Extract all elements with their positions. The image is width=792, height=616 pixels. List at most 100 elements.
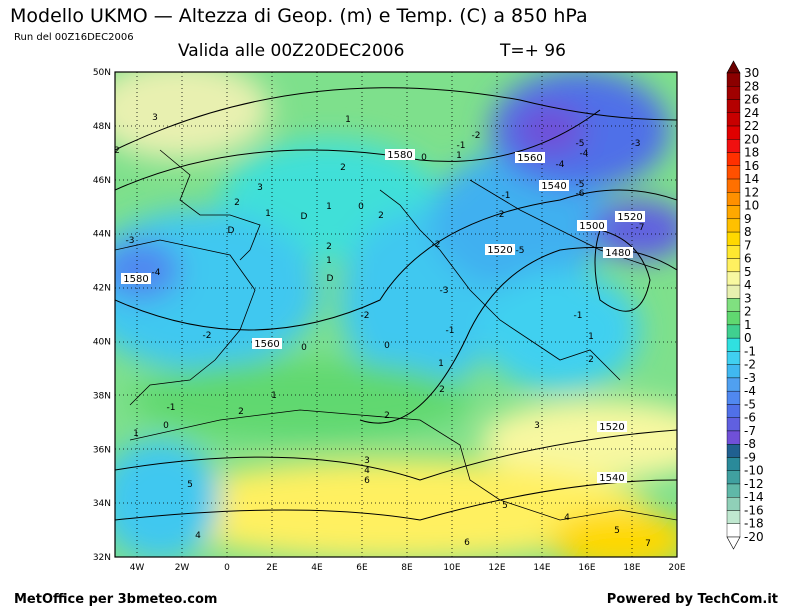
map-frame — [114, 71, 678, 558]
temp-label: 1 — [345, 115, 351, 125]
colorbar-swatch — [726, 311, 741, 326]
colorbar-swatch — [726, 457, 741, 471]
lon-label: 6E — [356, 563, 368, 573]
temp-label: -2 — [203, 331, 212, 341]
lon-label: 10E — [443, 563, 460, 573]
temp-label: 4 — [364, 466, 370, 476]
colorbar-swatch — [726, 404, 741, 418]
temp-label: 6 — [364, 476, 370, 486]
temp-label: 1 — [265, 209, 271, 219]
height-label-box — [577, 220, 607, 231]
colorbar-label: 22 — [744, 119, 759, 133]
temp-label: -3 — [440, 286, 449, 296]
colorbar-swatch — [726, 430, 741, 445]
colorbar-label: 2 — [744, 305, 752, 319]
colorbar-swatch — [726, 86, 741, 100]
colorbar-label: 9 — [744, 212, 752, 226]
colorbar-label: 8 — [744, 225, 752, 239]
colorbar-label: 16 — [744, 159, 759, 173]
colorbar-swatch — [726, 139, 741, 153]
temp-label: 2 — [326, 242, 332, 252]
lon-label: 0 — [224, 563, 230, 573]
lon-label: 4W — [130, 563, 145, 573]
temp-label: 1 — [326, 256, 332, 266]
temp-label: -1 — [457, 141, 466, 151]
footer-left: MetOffice per 3bmeteo.com — [14, 592, 217, 607]
low-label: D — [228, 226, 235, 236]
map-field — [115, 72, 677, 557]
temp-label: 0 — [384, 341, 390, 351]
colorbar-swatch — [726, 205, 741, 220]
temp-label: 2 — [340, 163, 346, 173]
temp-label: -5 — [516, 246, 525, 256]
colorbar-swatch — [726, 377, 741, 392]
temp-label: -1 — [167, 403, 176, 413]
colorbar-swatch — [726, 351, 741, 365]
temp-label: 2 — [439, 385, 445, 395]
colorbar-swatch — [726, 231, 741, 246]
colorbar-swatch — [726, 178, 741, 193]
lon-label: 2W — [175, 563, 190, 573]
temp-label: 4 — [564, 513, 570, 523]
colorbar-swatch — [726, 165, 741, 180]
colorbar-swatch — [726, 483, 741, 498]
colorbar-swatch — [726, 218, 741, 233]
colorbar-label: 10 — [744, 199, 759, 213]
temp-label: 0 — [358, 202, 364, 212]
lat-label: 40N — [93, 338, 111, 348]
lat-label: 44N — [93, 230, 111, 240]
colorbar-cap — [726, 60, 741, 74]
colorbar-swatch — [726, 192, 741, 206]
colorbar-label: -7 — [744, 424, 756, 438]
height-label-box — [252, 338, 282, 349]
colorbar-label: 28 — [744, 79, 759, 93]
temp-label: 3 — [534, 421, 540, 431]
temp-label: 2 — [378, 211, 384, 221]
colorbar-swatch — [726, 258, 741, 273]
height-label: 1540 — [541, 181, 566, 192]
lat-label: 46N — [93, 176, 111, 186]
temp-label: 3 — [152, 113, 158, 123]
temp-label: -4 — [152, 268, 161, 278]
temp-label: -1 — [446, 326, 455, 336]
colorbar-swatch — [726, 245, 741, 259]
lat-label: 36N — [93, 445, 111, 455]
temp-label: 2 — [114, 146, 120, 156]
temp-label: -3 — [632, 139, 641, 149]
colorbar-label: -10 — [744, 464, 764, 478]
colorbar-label: 1 — [744, 318, 752, 332]
colorbar-swatch — [726, 510, 741, 524]
height-label: 1520 — [617, 212, 642, 223]
temp-label: -3 — [126, 236, 135, 246]
height-label-box — [615, 211, 645, 222]
temp-label: 1 — [588, 332, 594, 342]
temp-label: 5 — [187, 480, 193, 490]
lat-label: 42N — [93, 284, 111, 294]
height-label: 1500 — [579, 221, 604, 232]
lon-label: 14E — [533, 563, 550, 573]
low-label: D — [301, 212, 308, 222]
run-label: Run del 00Z16DEC2006 — [14, 32, 134, 43]
colorbar-swatch — [726, 390, 741, 405]
colorbar-swatch — [726, 470, 741, 485]
lat-label: 34N — [93, 499, 111, 509]
height-label: 1520 — [487, 245, 512, 256]
temp-label: 7 — [645, 539, 651, 549]
lon-label: 12E — [488, 563, 505, 573]
temp-label: 5 — [502, 501, 508, 511]
colorbar-swatch — [726, 497, 741, 511]
temp-label: 1 — [438, 359, 444, 369]
temp-label: -5 — [576, 180, 585, 190]
temp-label: 2 — [234, 198, 240, 208]
temp-label: -2 — [496, 210, 505, 220]
temp-label: -4 — [580, 149, 589, 159]
colorbar-label: -12 — [744, 477, 764, 491]
colorbar-label: 24 — [744, 106, 759, 120]
height-label-box — [121, 273, 151, 284]
colorbar-label: 4 — [744, 278, 752, 292]
colorbar-label: -6 — [744, 411, 756, 425]
temp-label: -4 — [556, 160, 565, 170]
lat-label: 48N — [93, 122, 111, 132]
colorbar-label: 26 — [744, 93, 759, 107]
